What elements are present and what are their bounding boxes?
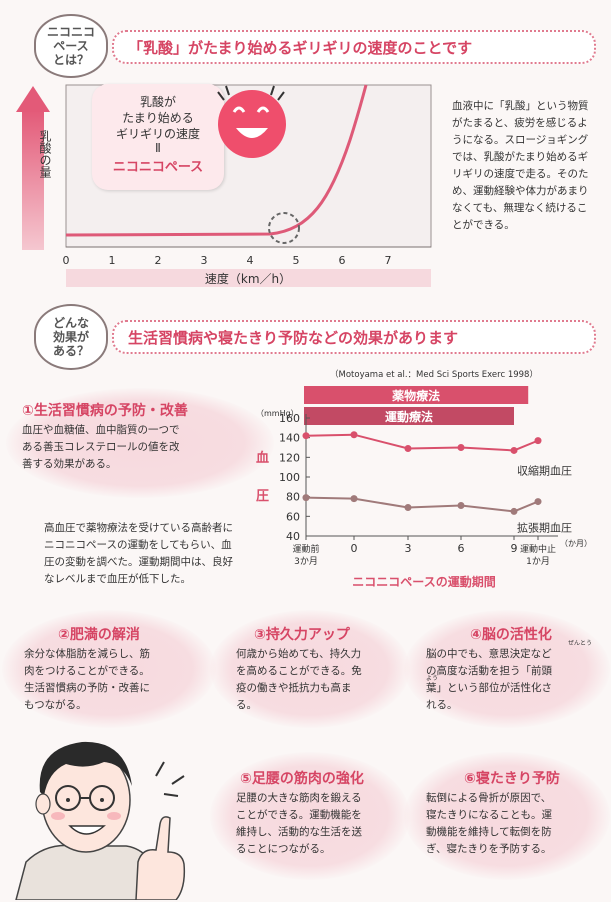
y-tick-40: 40 [286, 530, 300, 543]
item1-title: ①生活習慣病の予防・改善 [22, 403, 188, 419]
item4-ruby: ぜんとう [568, 640, 593, 647]
series-1-point-4 [510, 507, 518, 515]
series-0-point-3 [457, 444, 465, 451]
x-tick-0: 0 [63, 254, 70, 267]
series-0-point-4 [510, 446, 518, 454]
item6-bg [404, 752, 610, 880]
x-tick-2: 2 [155, 254, 162, 267]
pointing-man-illustration [15, 741, 186, 900]
y-tick-60: 60 [286, 510, 300, 523]
section1-banner-text: 「乳酸」がたまり始めるギリギリの速度のことです [128, 38, 473, 57]
x-tick-4-0: 9 [511, 542, 518, 555]
x-axis-label: ニコニコペースの運動期間 [352, 574, 495, 589]
item2-bg [2, 610, 216, 728]
y-axis-label: 乳酸の量 [38, 130, 52, 178]
x-tick-5-0: 運動中止 [520, 543, 556, 555]
unit-label: （mmHg） [256, 409, 299, 418]
series-1-point-1 [350, 495, 358, 503]
y-tick-80: 80 [286, 491, 300, 504]
x-tick-7: 7 [385, 254, 392, 267]
item5-body: 足腰の大きな筋肉を鍛える ことができる。運動機能を 維持し、活動的な生活を送 る… [236, 792, 362, 855]
y-axis-arrow-head [16, 86, 50, 112]
blood-pressure-chart: 薬物療法運動療法（mmHg）406080100120140160血圧運動前3か月… [256, 386, 592, 589]
series-1-point-3 [457, 502, 465, 510]
series-label-1: 拡張期血圧 [517, 520, 572, 534]
x-tick-5: 5 [293, 254, 300, 267]
y-axis-label-char-1: 圧 [256, 489, 269, 504]
therapy-band-0 [304, 386, 529, 404]
item2-title: ②肥満の解消 [58, 627, 140, 643]
item5-title: ⑤足腰の筋肉の強化 [240, 771, 364, 787]
x-tick-6: 6 [339, 254, 346, 267]
series-0-point-1 [350, 431, 358, 439]
y-tick-120: 120 [279, 451, 300, 464]
item4-title: ④脳の活性化 [470, 627, 552, 643]
citation: （Motoyama et al.：Med Sci Sports Exerc 19… [330, 370, 538, 380]
x-tick-0-0: 運動前 [292, 543, 319, 555]
y-tick-140: 140 [279, 432, 300, 445]
section2-label: どんな 効果が ある？ [52, 316, 89, 358]
smiley-face-icon [217, 85, 286, 158]
series-1-point-5 [534, 498, 542, 506]
x-tick-1: 1 [109, 254, 116, 267]
section2-label-bubble: どんな 効果が ある？ [34, 304, 108, 370]
item6-title: ⑥寝たきり予防 [464, 771, 560, 787]
callout-box: 乳酸が たまり始める ギリギリの速度 Ⅱ ニコニコペース [92, 84, 224, 190]
item1-body: 血圧や血糖値、血中脂質の一つで ある善玉コレステロールの値を改 善する効果がある… [22, 424, 180, 470]
x-tick-2-0: 3 [405, 542, 412, 555]
y-axis-label-char-0: 血 [256, 450, 269, 466]
therapy-band-label-0: 薬物療法 [392, 388, 440, 403]
y-axis-arrow-shaft [22, 110, 44, 250]
series-line-1 [305, 496, 539, 513]
callout-equals: Ⅱ [155, 141, 161, 155]
therapy-band-1 [304, 407, 514, 425]
series-1-point-2 [404, 503, 412, 511]
section1-description: 血液中に「乳酸」という物質 がたまると、疲労を感じるよ うになる。スロージョギン… [452, 100, 589, 231]
item5-bg [210, 752, 410, 880]
section1-label: ニコニコ ペース とは？ [46, 25, 95, 67]
x-tick-4: 4 [247, 254, 254, 267]
series-label-0: 収縮期血圧 [517, 463, 572, 477]
section2-banner-text: 生活習慣病や寝たきり予防などの効果があります [128, 328, 459, 347]
item3-title: ③持久力アップ [254, 627, 350, 643]
item1-bg [6, 388, 274, 498]
item4-bg [404, 610, 610, 728]
item3-bg [210, 610, 410, 728]
item4-ruby-2: よう [426, 675, 439, 682]
item3-body: 何歳から始めても、持久力 を高めることができる。免 疫の働きや抵抗力も高ま る。 [236, 648, 362, 711]
item6-body: 転倒による骨折が原因で、 寝たきりになることも。運 動機能を維持して転倒を防 ぎ… [426, 792, 552, 855]
y-tick-100: 100 [279, 471, 300, 484]
threshold-circle [268, 212, 300, 244]
series-line-0 [305, 433, 539, 452]
x-axis-label: 速度（km／h） [205, 271, 291, 286]
section1-label-bubble: ニコニコ ペース とは？ [34, 14, 108, 78]
series-0-point-5 [534, 437, 542, 445]
section1-banner: 「乳酸」がたまり始めるギリギリの速度のことです [112, 30, 596, 64]
callout-highlight: ニコニコペース [112, 160, 204, 175]
x-ticks: 0 1 2 3 4 5 6 7 [63, 254, 392, 267]
lactate-curve [65, 84, 368, 237]
series-1-point-0 [302, 494, 310, 502]
x-tick-0-1: 3か月 [294, 556, 318, 567]
therapy-band-label-1: 運動療法 [385, 409, 433, 424]
series-0-point-0 [302, 432, 310, 440]
x-tick-3: 3 [201, 254, 208, 267]
item2-body: 余分な体脂肪を減らし、筋 肉をつけることができる。 生活習慣病の予防・改善に も… [24, 648, 150, 711]
x-tick-5-1: 1か月 [526, 556, 550, 567]
series-0-point-2 [404, 444, 412, 452]
x-tick-3-0: 6 [458, 542, 465, 555]
section2-banner: 生活習慣病や寝たきり予防などの効果があります [112, 320, 596, 354]
x-label-band [66, 269, 431, 287]
x-tick-1-0: 0 [351, 542, 358, 555]
y-tick-160: 160 [279, 412, 300, 425]
study-note: 高血圧で薬物療法を受けている高齢者に ニコニコペースの運動をしてもらい、血 圧の… [44, 522, 233, 585]
item4-body: 脳の中でも、意思決定など の高度な活動を担う「前頭 葉」という部位が活性化さ れ… [426, 648, 552, 711]
callout-text: 乳酸が たまり始める ギリギリの速度 [115, 95, 200, 141]
x-unit-label: （か月） [560, 539, 592, 548]
